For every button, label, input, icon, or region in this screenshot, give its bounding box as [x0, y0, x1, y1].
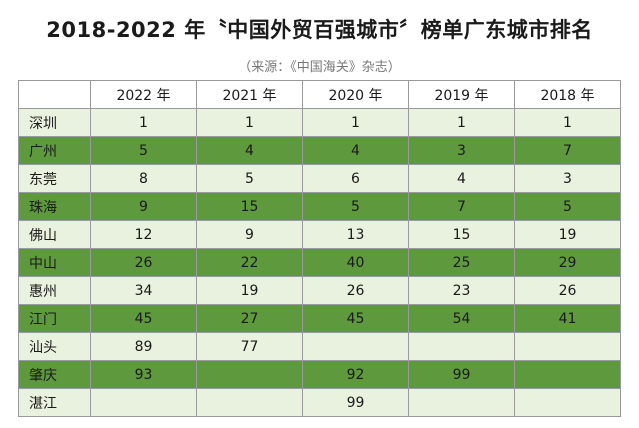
rank-cell: 26	[514, 276, 621, 305]
city-cell: 珠海	[18, 192, 91, 221]
city-cell: 江门	[18, 304, 91, 333]
table-row: 东莞 8 5 6 4 3	[18, 164, 621, 193]
rank-cell: 1	[514, 108, 621, 137]
rank-cell: 5	[196, 164, 303, 193]
column-header: 2018 年	[514, 80, 621, 109]
table-row: 江门 45 27 45 54 41	[18, 304, 621, 333]
table-row: 珠海 9 15 5 7 5	[18, 192, 621, 221]
rank-cell: 12	[90, 220, 197, 249]
rank-cell: 27	[196, 304, 303, 333]
city-cell: 肇庆	[18, 360, 91, 389]
rank-cell: 45	[302, 304, 409, 333]
rank-cell: 29	[514, 248, 621, 277]
rank-cell: 4	[408, 164, 515, 193]
rank-cell: 8	[90, 164, 197, 193]
rank-cell: 99	[302, 388, 409, 417]
rank-cell: 89	[90, 332, 197, 361]
rank-cell: 5	[514, 192, 621, 221]
source-note: （来源：《中国海关》杂志）	[238, 60, 401, 75]
table-row: 汕头 89 77	[18, 332, 621, 361]
column-header: 2020 年	[302, 80, 409, 109]
rank-cell: 5	[90, 136, 197, 165]
rank-cell: 19	[514, 220, 621, 249]
rank-cell: 40	[302, 248, 409, 277]
city-cell: 中山	[18, 248, 91, 277]
rank-cell	[514, 332, 621, 361]
table-row: 湛江 99	[18, 388, 621, 417]
city-cell: 广州	[18, 136, 91, 165]
rank-cell	[514, 388, 621, 417]
ranking-table: 2022 年 2021 年 2020 年 2019 年 2018 年 深圳 1 …	[18, 80, 621, 417]
city-cell: 深圳	[18, 108, 91, 137]
rank-cell: 1	[90, 108, 197, 137]
city-cell: 佛山	[18, 220, 91, 249]
rank-cell	[408, 388, 515, 417]
table-row: 惠州 34 19 26 23 26	[18, 276, 621, 305]
rank-cell: 7	[408, 192, 515, 221]
table-row: 深圳 1 1 1 1 1	[18, 108, 621, 137]
rank-cell: 3	[514, 164, 621, 193]
rank-cell: 93	[90, 360, 197, 389]
rank-cell: 22	[196, 248, 303, 277]
column-header: 2019 年	[408, 80, 515, 109]
rank-cell: 34	[90, 276, 197, 305]
rank-cell: 15	[196, 192, 303, 221]
rank-cell: 15	[408, 220, 515, 249]
table-row: 中山 26 22 40 25 29	[18, 248, 621, 277]
rank-cell: 41	[514, 304, 621, 333]
corner-cell	[18, 80, 91, 109]
rank-cell	[196, 388, 303, 417]
table-row: 佛山 12 9 13 15 19	[18, 220, 621, 249]
rank-cell	[408, 332, 515, 361]
rank-cell: 77	[196, 332, 303, 361]
rank-cell	[90, 388, 197, 417]
rank-cell: 19	[196, 276, 303, 305]
city-cell: 湛江	[18, 388, 91, 417]
rank-cell: 1	[196, 108, 303, 137]
page-title: 2018-2022 年〝中国外贸百强城市〞榜单广东城市排名	[46, 18, 593, 42]
rank-cell: 9	[90, 192, 197, 221]
rank-cell: 4	[196, 136, 303, 165]
rank-cell	[196, 360, 303, 389]
rank-cell: 5	[302, 192, 409, 221]
rank-cell: 23	[408, 276, 515, 305]
rank-cell	[302, 332, 409, 361]
header-row: 2022 年 2021 年 2020 年 2019 年 2018 年	[18, 80, 621, 109]
city-cell: 东莞	[18, 164, 91, 193]
rank-cell: 54	[408, 304, 515, 333]
city-cell: 汕头	[18, 332, 91, 361]
column-header: 2022 年	[90, 80, 197, 109]
rank-cell: 26	[302, 276, 409, 305]
rank-cell: 26	[90, 248, 197, 277]
column-header: 2021 年	[196, 80, 303, 109]
rank-cell: 99	[408, 360, 515, 389]
table-row: 广州 5 4 4 3 7	[18, 136, 621, 165]
rank-cell	[514, 360, 621, 389]
rank-cell: 9	[196, 220, 303, 249]
rank-cell: 6	[302, 164, 409, 193]
rank-cell: 7	[514, 136, 621, 165]
rank-cell: 92	[302, 360, 409, 389]
rank-cell: 45	[90, 304, 197, 333]
city-cell: 惠州	[18, 276, 91, 305]
rank-cell: 4	[302, 136, 409, 165]
rank-cell: 1	[408, 108, 515, 137]
rank-cell: 1	[302, 108, 409, 137]
rank-cell: 13	[302, 220, 409, 249]
table-row: 肇庆 93 92 99	[18, 360, 621, 389]
rank-cell: 25	[408, 248, 515, 277]
rank-cell: 3	[408, 136, 515, 165]
